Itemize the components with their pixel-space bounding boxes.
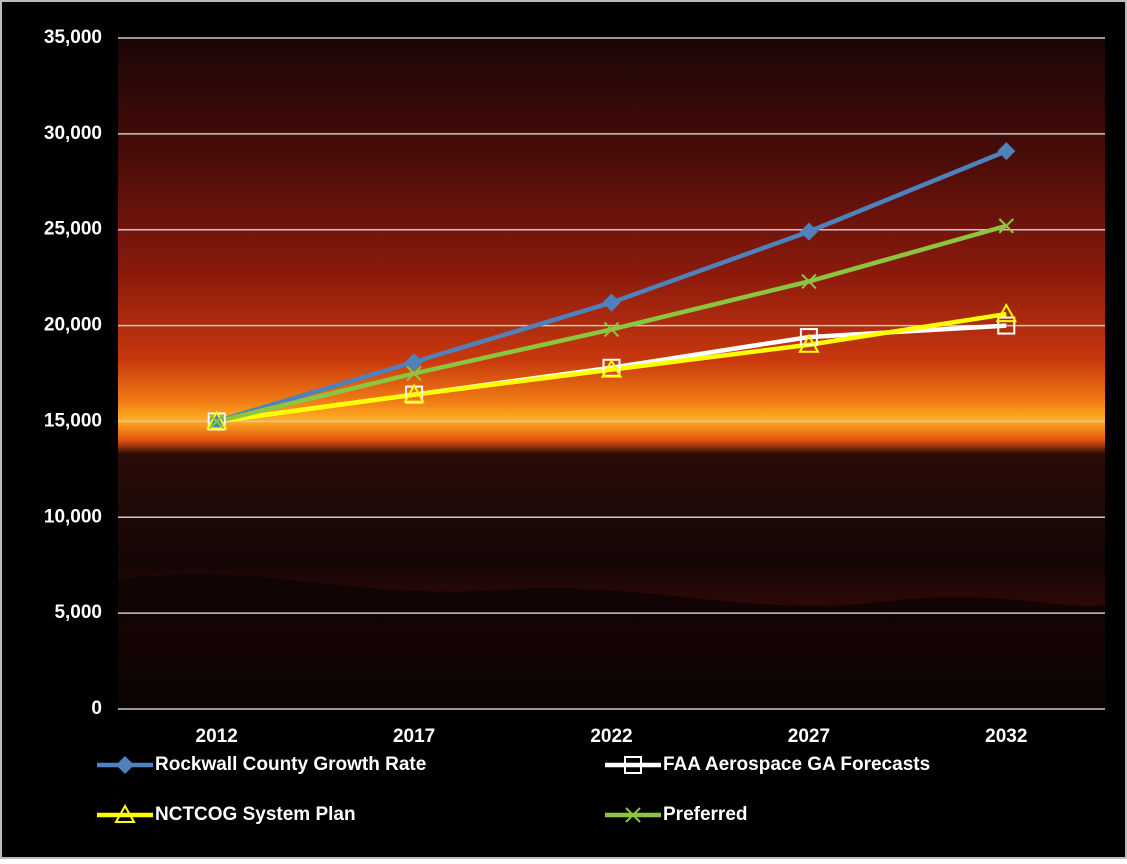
y-tick-label: 0 — [91, 698, 102, 719]
marker — [205, 410, 228, 430]
marker — [624, 756, 642, 774]
x-tick-label: 2022 — [590, 726, 632, 747]
marker — [801, 273, 817, 290]
marker — [799, 222, 818, 241]
legend-label: Preferred — [663, 804, 748, 825]
marker — [799, 328, 818, 347]
marker — [998, 218, 1015, 234]
y-tick-label: 10,000 — [44, 506, 102, 527]
marker — [114, 803, 136, 823]
series-line — [216, 311, 1007, 424]
marker — [116, 756, 134, 774]
y-tick-label: 15,000 — [44, 410, 102, 431]
landscape — [118, 574, 1105, 709]
marker — [406, 365, 422, 382]
marker — [600, 358, 623, 378]
y-tick-label: 25,000 — [44, 219, 102, 240]
y-tick-label: 5,000 — [54, 602, 102, 623]
y-tick-label: 20,000 — [44, 315, 102, 336]
y-tick-label: 30,000 — [44, 123, 102, 144]
x-tick-label: 2032 — [985, 726, 1027, 747]
x-tick-label: 2027 — [788, 726, 830, 747]
marker — [603, 321, 620, 338]
marker — [602, 293, 621, 312]
marker — [997, 316, 1016, 335]
marker — [208, 413, 225, 430]
x-tick-label: 2017 — [393, 726, 435, 747]
legend-label: NCTCOG System Plan — [155, 804, 356, 825]
marker — [625, 807, 641, 823]
marker — [403, 383, 425, 403]
marker — [798, 333, 820, 353]
marker — [995, 303, 1018, 323]
x-tick-label: 2012 — [196, 726, 238, 747]
y-tick-label: 35,000 — [44, 27, 102, 48]
legend-label: FAA Aerospace GA Forecasts — [663, 754, 930, 775]
marker — [997, 142, 1016, 161]
legend-label: Rockwall County Growth Rate — [155, 754, 426, 775]
marker — [405, 352, 424, 371]
